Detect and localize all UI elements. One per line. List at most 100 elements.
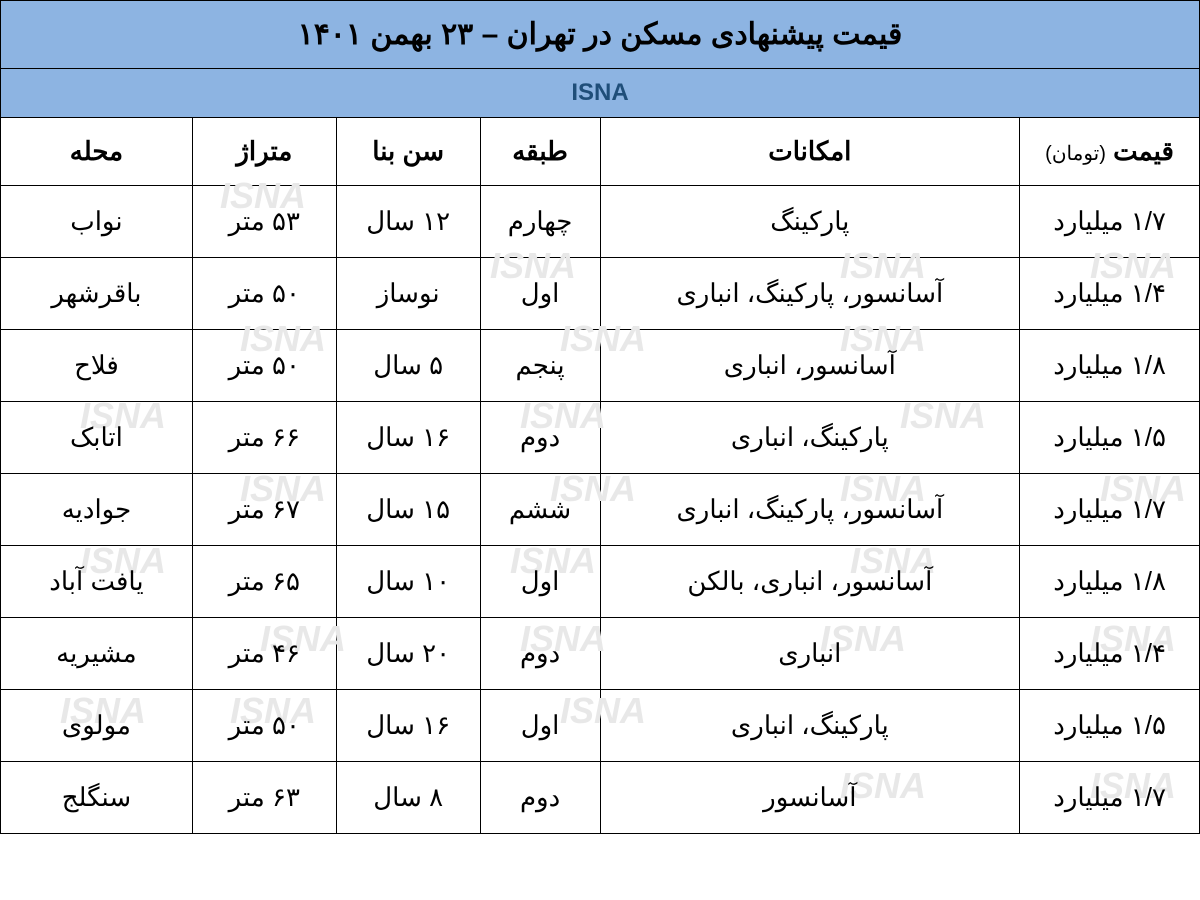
cell-area: ۵۰ متر (192, 690, 336, 762)
cell-neighborhood-value: جوادیه (62, 494, 131, 524)
cell-age: ۱۰ سال (336, 546, 480, 618)
cell-neighborhood-value: مشیریه (56, 638, 137, 668)
cell-area: ۶۶ متر (192, 402, 336, 474)
cell-price-value: ۱/۵ میلیارد (1053, 422, 1166, 452)
cell-floor-value: پنجم (515, 350, 564, 380)
header-neighborhood: محله (1, 118, 193, 186)
cell-neighborhood: فلاح (1, 330, 193, 402)
cell-amenities: آسانسور، انباری، بالکن (600, 546, 1020, 618)
table-row: ۱/۴ میلیاردانباریدوم۲۰ سال۴۶ مترمشیریه (1, 618, 1200, 690)
cell-price-value: ۱/۸ میلیارد (1053, 350, 1166, 380)
cell-age-value: ۵ سال (373, 350, 443, 380)
cell-neighborhood: جوادیه (1, 474, 193, 546)
cell-age-value: نوساز (377, 278, 440, 308)
cell-floor-value: اول (521, 566, 560, 596)
header-price-label: قیمت (1113, 136, 1174, 166)
cell-neighborhood: اتابک (1, 402, 193, 474)
cell-area-value: ۴۶ متر (229, 638, 300, 668)
cell-area: ۴۶ متر (192, 618, 336, 690)
cell-amenities-value: پارکینگ، انباری (731, 710, 889, 740)
header-area: متراژ (192, 118, 336, 186)
cell-floor: دوم (480, 762, 600, 834)
cell-price: ۱/۸ میلیارد (1020, 330, 1200, 402)
cell-neighborhood-value: باقرشهر (51, 278, 141, 308)
cell-neighborhood: مولوی (1, 690, 193, 762)
cell-amenities: پارکینگ، انباری (600, 402, 1020, 474)
cell-neighborhood: سنگلج (1, 762, 193, 834)
cell-price-value: ۱/۷ میلیارد (1053, 494, 1166, 524)
cell-area: ۵۰ متر (192, 330, 336, 402)
cell-floor: اول (480, 258, 600, 330)
table-row: ۱/۷ میلیاردپارکینگچهارم۱۲ سال۵۳ مترنواب (1, 186, 1200, 258)
cell-amenities-value: آسانسور، پارکینگ، انباری (676, 278, 943, 308)
cell-floor-value: اول (521, 278, 560, 308)
cell-area-value: ۵۰ متر (229, 710, 300, 740)
cell-age: ۱۶ سال (336, 690, 480, 762)
cell-area: ۵۰ متر (192, 258, 336, 330)
cell-neighborhood-value: نواب (70, 206, 122, 236)
cell-floor: اول (480, 546, 600, 618)
cell-amenities: آسانسور، پارکینگ، انباری (600, 474, 1020, 546)
cell-floor: دوم (480, 618, 600, 690)
cell-area-value: ۵۳ متر (229, 206, 300, 236)
header-row: قیمت (تومان) امکانات طبقه سن بنا متراژ م… (1, 118, 1200, 186)
cell-floor-value: دوم (520, 782, 560, 812)
cell-age: ۱۶ سال (336, 402, 480, 474)
cell-area-value: ۵۰ متر (229, 350, 300, 380)
cell-floor: ششم (480, 474, 600, 546)
cell-area-value: ۶۵ متر (229, 566, 300, 596)
cell-amenities: پارکینگ (600, 186, 1020, 258)
cell-amenities: آسانسور، پارکینگ، انباری (600, 258, 1020, 330)
cell-age: ۸ سال (336, 762, 480, 834)
cell-price: ۱/۷ میلیارد (1020, 186, 1200, 258)
cell-neighborhood-value: یافت آباد (49, 566, 143, 596)
table-title: قیمت پیشنهادی مسکن در تهران – ۲۳ بهمن ۱۴… (1, 1, 1200, 69)
cell-amenities: آسانسور (600, 762, 1020, 834)
cell-price-value: ۱/۷ میلیارد (1053, 782, 1166, 812)
header-floor: طبقه (480, 118, 600, 186)
cell-price: ۱/۴ میلیارد (1020, 258, 1200, 330)
table-row: ۱/۸ میلیارد آسانسور، انباری پنجم ۵ سال ۵۰ مت… (1, 330, 1200, 402)
cell-age: ۱۵ سال (336, 474, 480, 546)
cell-area-value: ۶۷ متر (229, 494, 300, 524)
table-row: ۱/۸ میلیارد آسانسور، انباری، بالکن اول ۱۰ س… (1, 546, 1200, 618)
cell-neighborhood-value: فلاح (74, 350, 119, 380)
cell-price: ۱/۷ میلیارد (1020, 762, 1200, 834)
cell-age: ۵ سال (336, 330, 480, 402)
cell-age: نوساز (336, 258, 480, 330)
cell-amenities-value: آسانسور، انباری، بالکن (687, 566, 932, 596)
header-price: قیمت (تومان) (1020, 118, 1200, 186)
title-text: قیمت پیشنهادی مسکن در تهران – ۲۳ بهمن ۱۴… (298, 18, 903, 51)
cell-floor: دوم (480, 402, 600, 474)
cell-amenities-value: پارکینگ (770, 206, 849, 236)
cell-amenities-value: آسانسور (763, 782, 856, 812)
cell-age: ۱۲ سال (336, 186, 480, 258)
cell-floor: پنجم (480, 330, 600, 402)
cell-price: ۱/۸ میلیارد (1020, 546, 1200, 618)
cell-amenities: انباری (600, 618, 1020, 690)
table-row: ۱/۴ میلیارد آسانسور، پارکینگ، انباری اول نو… (1, 258, 1200, 330)
cell-price-value: ۱/۷ میلیارد (1053, 206, 1166, 236)
cell-age-value: ۱۲ سال (366, 206, 450, 236)
cell-price: ۱/۵ میلیارد (1020, 690, 1200, 762)
cell-area: ۵۳ متر (192, 186, 336, 258)
table-row: ۱/۷ میلیاردآسانسوردوم۸ سال۶۳ مترسنگلج (1, 762, 1200, 834)
cell-neighborhood: باقرشهر (1, 258, 193, 330)
cell-price: ۱/۵ میلیارد (1020, 402, 1200, 474)
cell-amenities: آسانسور، انباری (600, 330, 1020, 402)
cell-amenities-value: آسانسور، انباری (724, 350, 896, 380)
header-amenities: امکانات (600, 118, 1020, 186)
cell-neighborhood-value: مولوی (62, 710, 131, 740)
cell-floor: اول (480, 690, 600, 762)
cell-price: ۱/۴ میلیارد (1020, 618, 1200, 690)
cell-floor-value: اول (521, 710, 560, 740)
source-text: ISNA (571, 79, 628, 106)
cell-amenities: پارکینگ، انباری (600, 690, 1020, 762)
price-table: قیمت پیشنهادی مسکن در تهران – ۲۳ بهمن ۱۴… (0, 0, 1200, 834)
cell-neighborhood: یافت آباد (1, 546, 193, 618)
cell-neighborhood: نواب (1, 186, 193, 258)
table-row: ۱/۵ میلیارد پارکینگ، انباری اول ۱۶ سال ۵۰ مت… (1, 690, 1200, 762)
cell-age-value: ۱۶ سال (366, 710, 450, 740)
table-row: ۱/۵ میلیارد پارکینگ، انباریدوم۱۶ سال۶۶ مت… (1, 402, 1200, 474)
cell-price: ۱/۷ میلیارد (1020, 474, 1200, 546)
